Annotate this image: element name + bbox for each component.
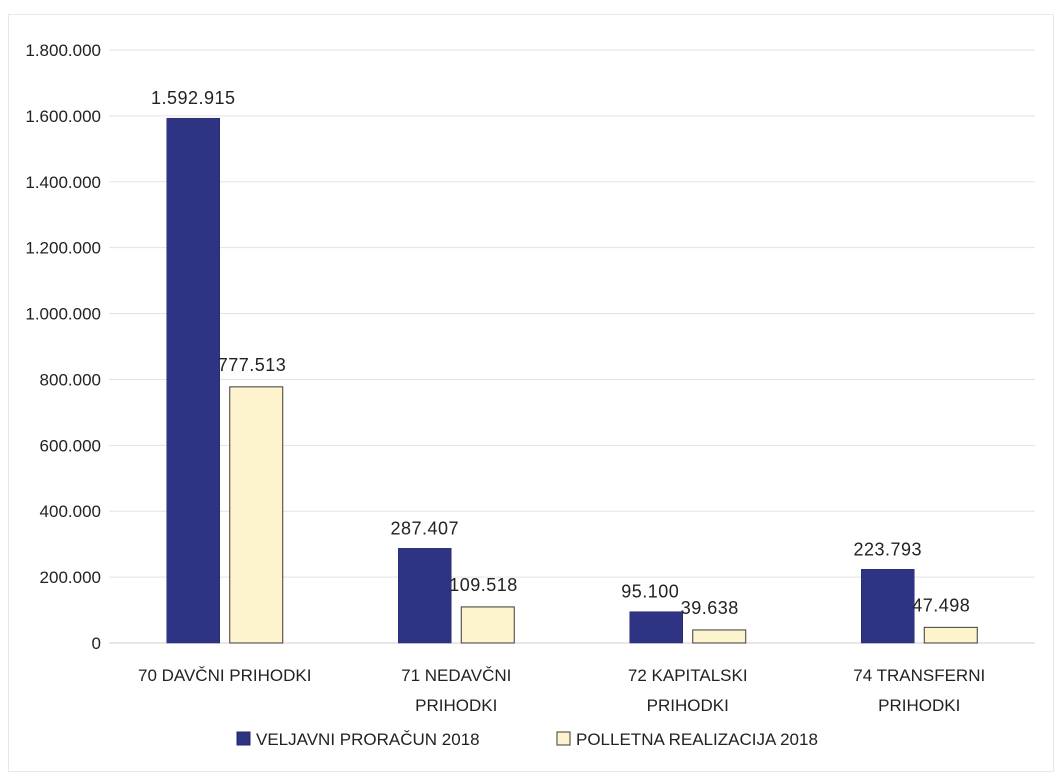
y-tick-label: 1.400.000 xyxy=(25,173,101,192)
y-tick-label: 1.800.000 xyxy=(25,41,101,60)
x-category-label: 74 TRANSFERNI xyxy=(853,666,985,685)
data-label: 47.498 xyxy=(912,595,970,615)
x-category-label: PRIHODKI xyxy=(878,696,960,715)
data-label: 287.407 xyxy=(390,518,459,538)
bar-chart: 0 200.000 400.000 600.000 800.000 1.000.000 1.… xyxy=(25,41,1035,749)
x-category-label: 70 DAVČNI PRIHODKI xyxy=(138,666,312,685)
legend-label: VELJAVNI PRORAČUN 2018 xyxy=(256,730,480,749)
bar-veljavni-proracun xyxy=(629,611,683,644)
legend-swatch-polletna xyxy=(556,731,571,746)
data-label: 223.793 xyxy=(853,539,922,559)
x-category-label: 71 NEDAVČNI xyxy=(401,666,511,685)
y-tick-label: 600.000 xyxy=(40,436,101,455)
y-tick-label: 800.000 xyxy=(40,370,101,389)
y-tick-label: 0 xyxy=(92,634,101,653)
x-category-label: 72 KAPITALSKI xyxy=(628,666,748,685)
y-tick-label: 1.600.000 xyxy=(25,107,101,126)
y-tick-label: 1.000.000 xyxy=(25,305,101,324)
bar-veljavni-proracun xyxy=(398,548,452,644)
y-tick-label: 400.000 xyxy=(40,502,101,521)
data-label: 1.592.915 xyxy=(151,88,236,108)
data-label: 777.513 xyxy=(218,355,287,375)
data-label: 95.100 xyxy=(621,582,679,602)
x-category-label: PRIHODKI xyxy=(647,696,729,715)
bar-veljavni-proracun xyxy=(861,569,915,644)
data-label: 109.518 xyxy=(449,575,518,595)
data-label: 39.638 xyxy=(681,598,739,618)
y-tick-label: 200.000 xyxy=(40,568,101,587)
legend-swatch-veljavni xyxy=(236,731,251,746)
bar-polletna-realizacija xyxy=(692,629,747,644)
chart-frame: 0 200.000 400.000 600.000 800.000 1.000.000 1.… xyxy=(8,14,1054,772)
y-tick-label: 1.200.000 xyxy=(25,239,101,258)
x-category-label: PRIHODKI xyxy=(415,696,497,715)
bar-polletna-realizacija xyxy=(460,606,515,644)
bar-polletna-realizacija xyxy=(923,626,978,644)
bar-veljavni-proracun xyxy=(166,117,220,644)
bar-polletna-realizacija xyxy=(229,386,284,644)
legend-label: POLLETNA REALIZACIJA 2018 xyxy=(576,730,818,749)
